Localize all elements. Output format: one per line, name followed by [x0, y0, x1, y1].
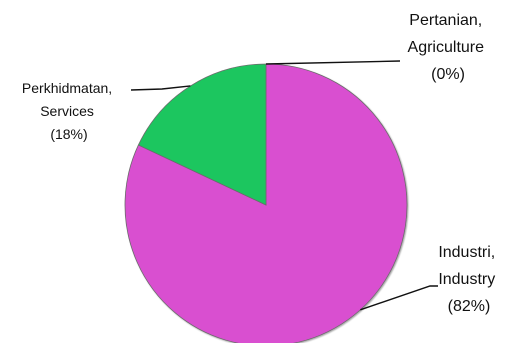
- data-label-agriculture-line1: Pertanian,: [409, 12, 482, 29]
- data-label-agriculture-line2: Agriculture: [408, 39, 485, 56]
- data-label-industry-line2: Industry: [438, 271, 495, 288]
- data-label-agriculture-value: (0%): [431, 66, 465, 83]
- data-label-services-value: (18%): [50, 126, 87, 142]
- pie-slice-industry[interactable]: [124, 63, 408, 343]
- leader-line-services: [130, 85, 191, 91]
- data-label-industry-value: (82%): [448, 298, 491, 315]
- data-label-services: Perkhidmatan, Services (18%): [22, 80, 116, 142]
- data-label-agriculture: Pertanian, Agriculture (0%): [408, 12, 489, 83]
- data-label-industry: Industri, Industry (82%): [438, 244, 499, 315]
- leader-line-industry: [360, 285, 438, 311]
- data-labels: Pertanian, Agriculture (0%) Perkhidmatan…: [22, 12, 499, 315]
- leader-lines: [130, 60, 438, 311]
- leader-line-agriculture: [265, 60, 401, 65]
- data-label-services-line1: Perkhidmatan,: [22, 80, 112, 96]
- data-label-industry-line1: Industri,: [438, 244, 495, 261]
- pie-body: [124, 63, 408, 343]
- pie-slice-services[interactable]: [137, 63, 267, 206]
- data-label-services-line2: Services: [40, 103, 94, 119]
